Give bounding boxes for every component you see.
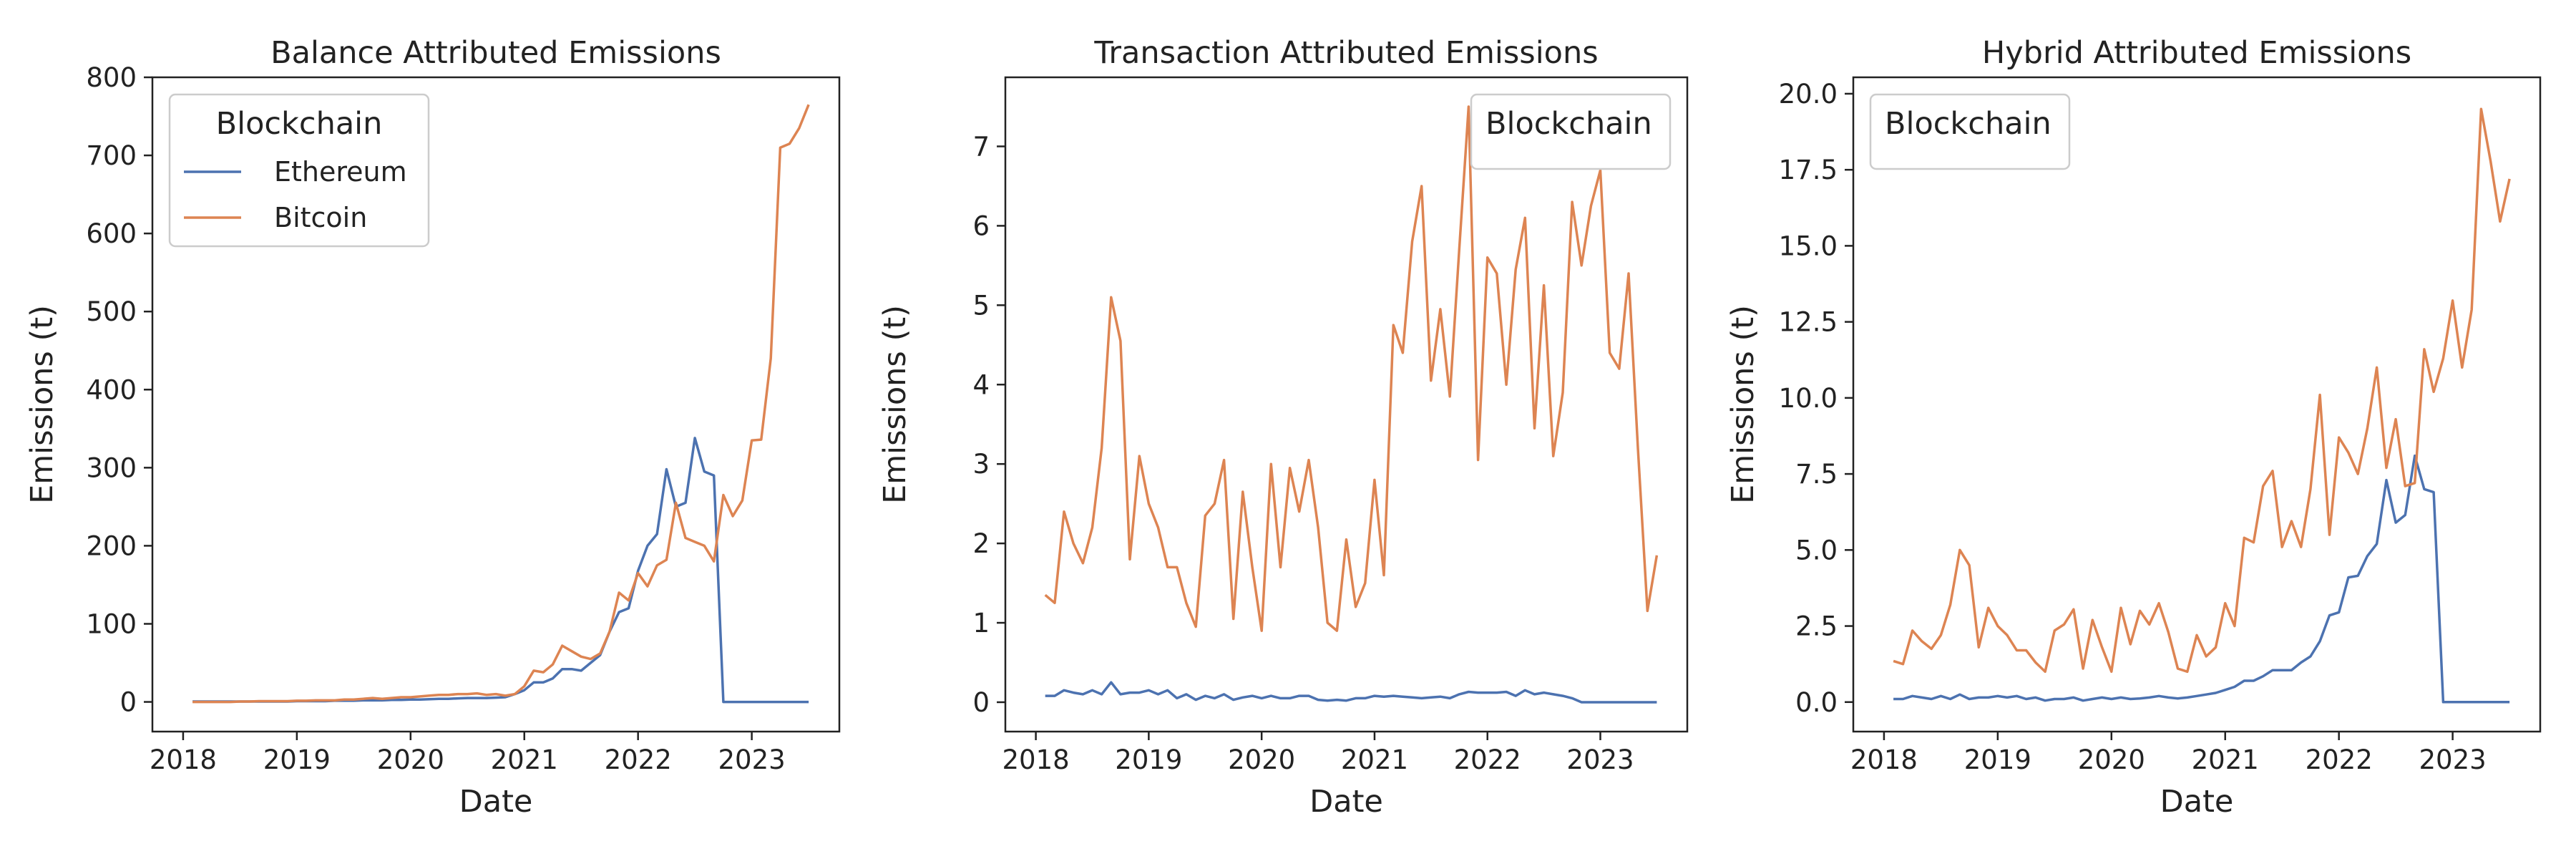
y-tick-label: 15.0 [1779,230,1838,261]
y-tick-label: 300 [86,452,137,483]
x-axis-label: Date [2160,784,2234,820]
y-tick-label: 700 [86,140,137,171]
chart-title: Transaction Attributed Emissions [1093,35,1598,71]
y-axis-label: Emissions (t) [877,305,913,504]
y-tick-label: 200 [86,530,137,561]
legend-box [1470,93,1672,170]
y-tick-label: 100 [86,608,137,639]
y-tick-label: 12.5 [1779,307,1838,338]
legend-box [1869,93,2071,170]
legend: Blockchain [1470,93,1672,170]
y-tick-label: 1 [972,608,990,639]
x-tick-label: 2019 [1964,744,2031,775]
legend-box [168,93,430,248]
x-tick-label: 2019 [263,744,331,775]
y-tick-label: 0.0 [1795,687,1838,718]
y-axis-label: Emissions (t) [24,305,60,504]
legend: Blockchain [1869,93,2071,170]
x-tick-label: 2019 [1115,744,1182,775]
legend-title: Blockchain [1885,106,2051,142]
x-tick-label: 2020 [377,744,444,775]
data-line [192,437,809,704]
y-tick-label: 500 [86,296,137,327]
plot-frame [1004,76,1689,733]
y-tick-label: 800 [86,62,137,93]
data-line [1044,105,1659,632]
legend-label: Bitcoin [274,202,367,233]
subplot: Hybrid Attributed Emissions Date Emissions… [1725,35,2542,820]
plot-frame [1852,76,2542,733]
legend-title: Blockchain [216,106,383,142]
y-tick-label: 7 [972,132,990,162]
legend-label: Ethereum [274,156,407,188]
x-tick-label: 2021 [491,744,558,775]
y-tick-label: 0 [119,687,137,718]
y-tick-label: 7.5 [1795,459,1838,490]
y-tick-label: 400 [86,374,137,405]
x-tick-label: 2018 [1850,744,1918,775]
y-tick-label: 6 [972,210,990,241]
x-tick-label: 2018 [150,744,217,775]
data-line [1893,454,2510,704]
x-tick-label: 2022 [1454,744,1521,775]
x-tick-label: 2022 [2306,744,2373,775]
chart-title: Balance Attributed Emissions [270,35,721,71]
y-tick-label: 600 [86,218,137,249]
y-tick-label: 4 [972,369,990,400]
data-line [192,104,810,704]
x-tick-label: 2018 [1002,744,1070,775]
y-tick-label: 0 [972,687,990,718]
data-line [1893,107,2511,674]
x-axis-label: Date [459,784,533,820]
y-tick-label: 17.5 [1779,155,1838,185]
y-axis-label: Emissions (t) [1725,305,1761,504]
y-tick-label: 2.5 [1795,611,1838,642]
legend-title: Blockchain [1485,106,1652,142]
x-tick-label: 2021 [1341,744,1408,775]
y-tick-label: 5.0 [1795,535,1838,566]
subplot: Balance Attributed Emissions Date Emission… [24,35,841,820]
plot-frame [151,76,841,733]
y-tick-label: 2 [972,528,990,559]
x-tick-label: 2020 [2078,744,2145,775]
y-tick-label: 10.0 [1779,383,1838,414]
chart-title: Hybrid Attributed Emissions [1982,35,2411,71]
data-line [1045,681,1657,704]
y-tick-label: 20.0 [1779,79,1838,110]
y-tick-label: 5 [972,290,990,321]
y-tick-label: 3 [972,449,990,480]
x-tick-label: 2021 [2192,744,2259,775]
legend: Blockchain Ethereum Bitcoin [168,93,430,248]
x-tick-label: 2023 [1566,744,1634,775]
subplot: Transaction Attributed Emissions Date Emis… [877,35,1689,820]
x-tick-label: 2022 [605,744,672,775]
x-tick-label: 2023 [2419,744,2487,775]
x-axis-label: Date [1309,784,1383,820]
x-tick-label: 2023 [718,744,786,775]
x-tick-label: 2020 [1228,744,1295,775]
